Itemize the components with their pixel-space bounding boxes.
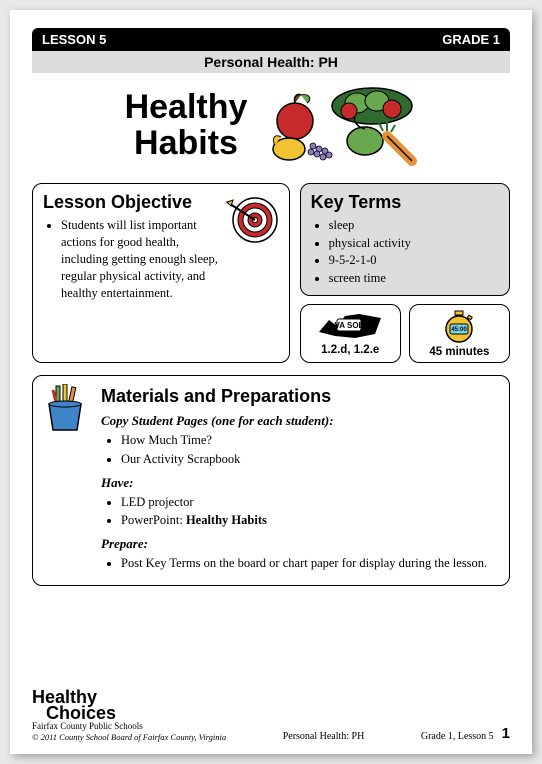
objective-box: Lesson Objective Students will list impo…	[32, 183, 290, 363]
have-list: LED projector PowerPoint: Healthy Habits	[101, 493, 497, 531]
keyterm-item: screen time	[329, 270, 499, 288]
copy-list: How Much Time? Our Activity Scrapbook	[101, 431, 497, 469]
stopwatch-icon: 45:00	[442, 310, 476, 344]
target-icon	[225, 192, 281, 248]
prepare-label: Prepare:	[101, 536, 497, 552]
time-box: 45:00 45 minutes	[409, 304, 510, 363]
copy-item: How Much Time?	[121, 431, 497, 450]
sol-box: VA SOL 1.2.d, 1.2.e	[300, 304, 401, 363]
materials-heading: Materials and Preparations	[101, 386, 497, 407]
page-number: 1	[502, 725, 510, 742]
footer-right: Grade 1, Lesson 5 1	[421, 725, 510, 742]
prepare-item: Post Key Terms on the board or chart pap…	[121, 554, 497, 573]
page-title: Healthy Habits	[125, 90, 248, 161]
prepare-list: Post Key Terms on the board or chart pap…	[101, 554, 497, 573]
vegetables-icon	[257, 81, 417, 171]
keyterms-heading: Key Terms	[311, 192, 499, 213]
logo: Healthy Choices	[32, 690, 226, 721]
copyright: © 2011 County School Board of Fairfax Co…	[32, 732, 226, 742]
badges-row: VA SOL 1.2.d, 1.2.e 45:00 45 minutes	[300, 304, 510, 363]
time-label: 45 minutes	[429, 346, 489, 358]
title-row: Healthy Habits	[32, 73, 510, 181]
have-label: Have:	[101, 475, 497, 491]
keyterms-box: Key Terms sleep physical activity 9-5-2-…	[300, 183, 510, 296]
org-name: Fairfax County Public Schools	[32, 721, 226, 731]
svg-text:45:00: 45:00	[452, 327, 468, 333]
subject-bar: Personal Health: PH	[32, 51, 510, 73]
lesson-page: LESSON 5 GRADE 1 Personal Health: PH Hea…	[10, 10, 532, 754]
right-column: Key Terms sleep physical activity 9-5-2-…	[300, 183, 510, 363]
sol-codes: 1.2.d, 1.2.e	[321, 344, 379, 356]
svg-text:VA SOL: VA SOL	[335, 321, 364, 330]
header-bar: LESSON 5 GRADE 1	[32, 28, 510, 51]
keyterms-list: sleep physical activity 9-5-2-1-0 screen…	[311, 217, 499, 287]
info-row: Lesson Objective Students will list impo…	[32, 183, 510, 363]
virginia-icon: VA SOL	[315, 310, 385, 342]
copy-label: Copy Student Pages (one for each student…	[101, 413, 497, 429]
lesson-number: LESSON 5	[42, 32, 106, 47]
keyterm-item: physical activity	[329, 235, 499, 253]
copy-item: Our Activity Scrapbook	[121, 450, 497, 469]
have-item: LED projector	[121, 493, 497, 512]
footer: Healthy Choices Fairfax County Public Sc…	[32, 690, 510, 742]
materials-box: Materials and Preparations Copy Student …	[32, 375, 510, 586]
have-item: PowerPoint: Healthy Habits	[121, 511, 497, 530]
keyterm-item: 9-5-2-1-0	[329, 252, 499, 270]
grade-level: GRADE 1	[442, 32, 500, 47]
footer-center: Personal Health: PH	[283, 731, 365, 742]
footer-left: Healthy Choices Fairfax County Public Sc…	[32, 690, 226, 742]
keyterm-item: sleep	[329, 217, 499, 235]
pencil-cup-icon	[43, 384, 87, 432]
